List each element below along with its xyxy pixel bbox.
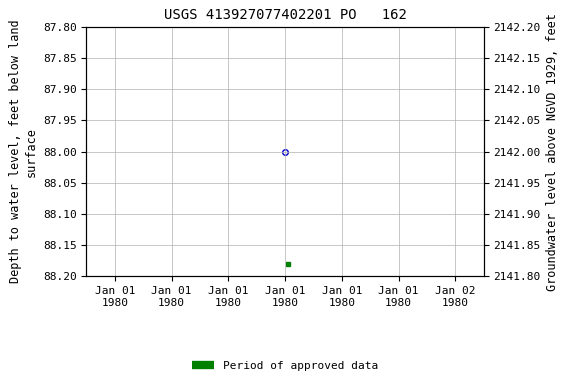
Y-axis label: Groundwater level above NGVD 1929, feet: Groundwater level above NGVD 1929, feet [547, 13, 559, 291]
Y-axis label: Depth to water level, feet below land
surface: Depth to water level, feet below land su… [9, 20, 37, 283]
Title: USGS 413927077402201 PO   162: USGS 413927077402201 PO 162 [164, 8, 407, 22]
Legend: Period of approved data: Period of approved data [188, 357, 382, 376]
